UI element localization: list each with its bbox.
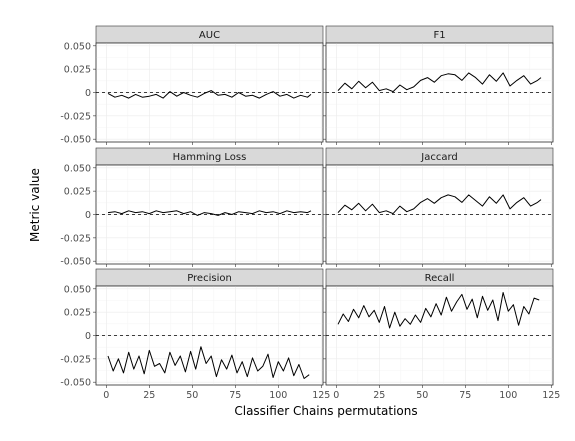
x-tick-label: 25 — [143, 390, 155, 401]
y-tick-label: -0.025 — [60, 354, 91, 365]
x-axis-title: Classifier Chains permutations — [234, 404, 417, 418]
x-tick-label: 50 — [416, 390, 428, 401]
x-tick-label: 0 — [333, 390, 339, 401]
panel-title: F1 — [433, 30, 445, 41]
y-tick-label: 0.050 — [64, 163, 91, 174]
x-tick-label: 75 — [459, 390, 471, 401]
panel-auc: AUC 0.050 0.025 0 -0.025 -0.050 — [60, 25, 324, 146]
x-tick-label: 0 — [103, 390, 109, 401]
y-tick-label: -0.025 — [60, 233, 91, 244]
y-tick-label: -0.050 — [60, 257, 91, 268]
x-tick-label: 25 — [373, 390, 385, 401]
y-tick-label: -0.050 — [60, 135, 91, 146]
panel-jaccard: Jaccard — [323, 147, 554, 267]
panel-f1: F1 — [323, 25, 554, 145]
panel-title: Recall — [425, 273, 455, 284]
y-tick-label: 0.050 — [64, 41, 91, 52]
y-tick-label: 0.050 — [64, 284, 91, 295]
y-tick-label: 0.025 — [64, 187, 91, 198]
y-tick-label: 0 — [85, 210, 91, 221]
series-line — [107, 210, 312, 216]
series-line — [107, 346, 310, 379]
y-axis-title: Metric value — [28, 168, 42, 242]
panel-recall: Recall 0 25 50 75 100 125 — [323, 268, 560, 401]
series-line — [107, 90, 312, 99]
facet-panels: AUC 0.050 0.025 0 -0.025 -0.050 F1 Hamming Loss… — [60, 25, 560, 401]
panel-title: Jaccard — [420, 152, 457, 163]
panel-hamming-loss: Hamming Loss 0.050 0.025 0 -0.025 -0.050 — [60, 147, 324, 268]
series-line — [337, 72, 542, 93]
x-tick-label: 100 — [269, 390, 287, 401]
panel-title: Precision — [187, 273, 232, 284]
x-tick-label: 125 — [542, 390, 560, 401]
x-tick-label: 100 — [499, 390, 517, 401]
x-tick-label: 125 — [312, 390, 330, 401]
y-tick-label: 0.025 — [64, 65, 91, 76]
x-tick-label: 75 — [229, 390, 241, 401]
panel-title: AUC — [199, 30, 220, 41]
y-tick-label: -0.050 — [60, 378, 91, 389]
y-tick-label: 0 — [85, 331, 91, 342]
panel-title: Hamming Loss — [173, 152, 247, 163]
x-tick-label: 50 — [186, 390, 198, 401]
series-line — [337, 194, 542, 215]
series-line — [337, 292, 540, 329]
y-tick-label: 0 — [85, 88, 91, 99]
y-tick-label: -0.025 — [60, 111, 91, 122]
y-tick-label: 0.025 — [64, 308, 91, 319]
panel-precision: Precision 0.050 0.025 0 -0.025 -0.050 0 25 50 75 1… — [60, 268, 330, 401]
